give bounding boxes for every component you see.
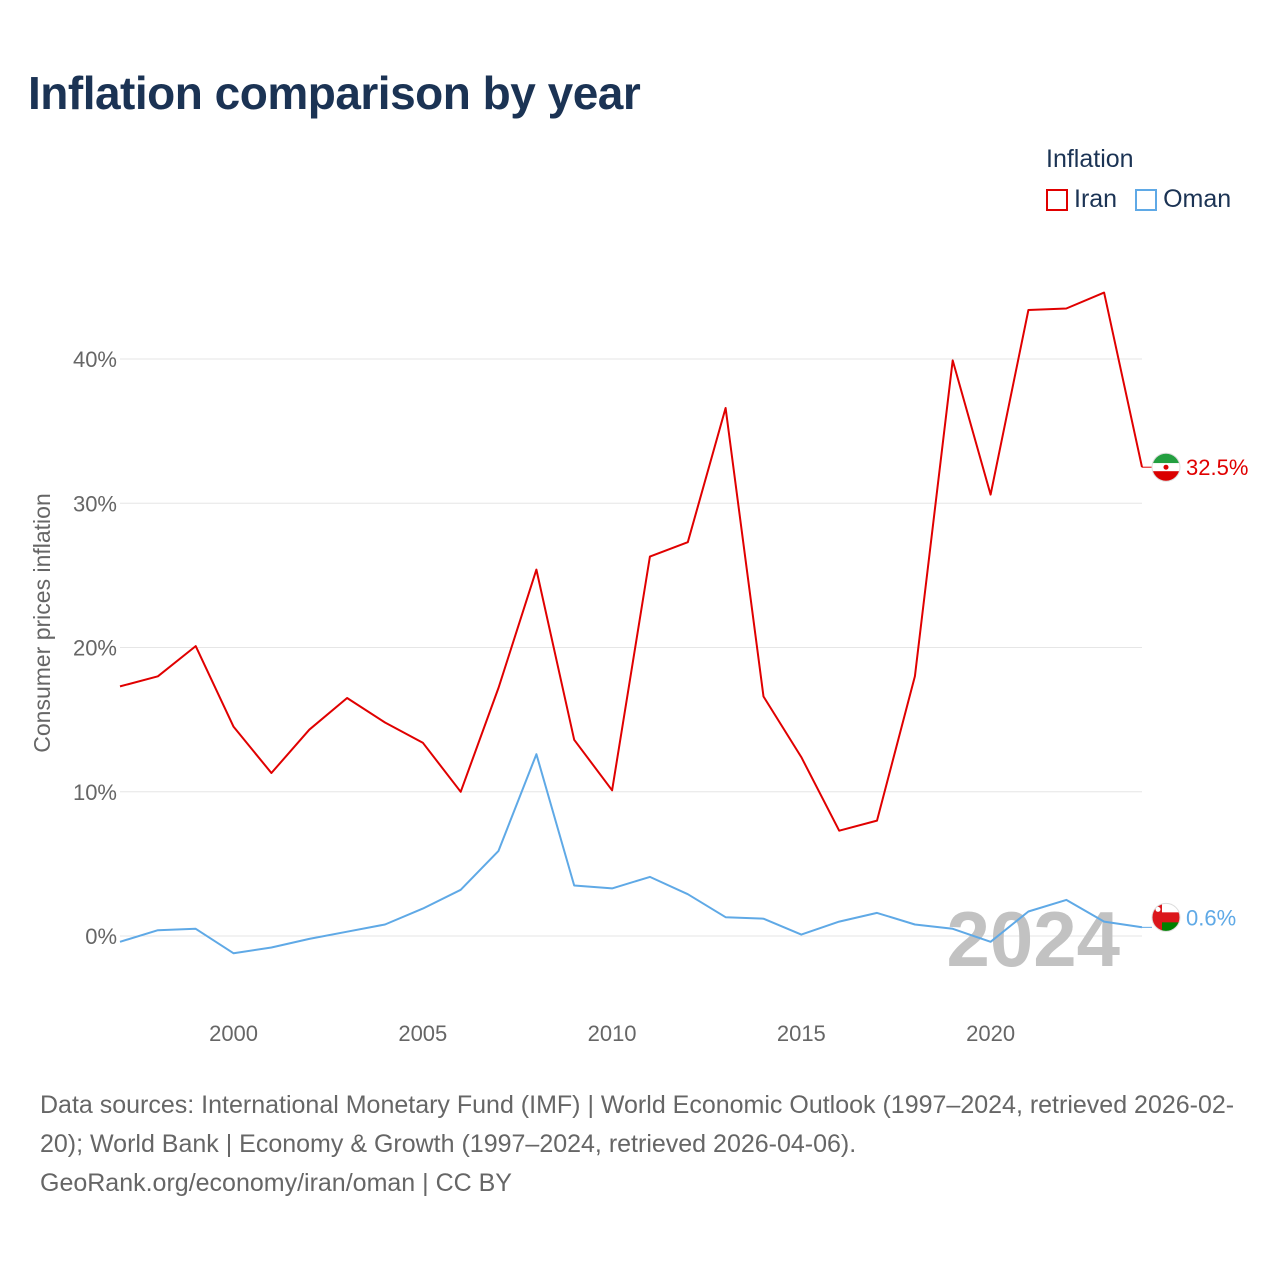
data-point-oman[interactable] bbox=[609, 885, 615, 891]
data-point-oman[interactable] bbox=[950, 926, 956, 932]
data-point-oman[interactable] bbox=[533, 751, 539, 757]
data-point-oman[interactable] bbox=[420, 906, 426, 912]
y-tick-label: 20% bbox=[73, 636, 117, 661]
data-point-iran[interactable] bbox=[950, 357, 956, 363]
data-point-oman[interactable] bbox=[155, 927, 161, 933]
y-tick-label: 10% bbox=[73, 780, 117, 805]
data-point-iran[interactable] bbox=[268, 770, 274, 776]
data-point-oman[interactable] bbox=[874, 910, 880, 916]
data-point-iran[interactable] bbox=[1063, 306, 1069, 312]
legend-swatch-oman bbox=[1135, 188, 1158, 211]
data-point-oman[interactable] bbox=[647, 874, 653, 880]
data-point-iran[interactable] bbox=[117, 683, 123, 689]
data-point-oman[interactable] bbox=[1101, 919, 1107, 925]
data-point-iran[interactable] bbox=[685, 539, 691, 545]
data-point-oman[interactable] bbox=[268, 945, 274, 951]
data-point-oman[interactable] bbox=[685, 891, 691, 897]
legend-swatch-iran bbox=[1046, 188, 1068, 211]
footer: Data sources: International Monetary Fun… bbox=[40, 1086, 1250, 1203]
y-tick-label: 30% bbox=[73, 491, 117, 516]
legend-label-iran: Iran bbox=[1074, 185, 1118, 213]
x-tick-label: 2010 bbox=[588, 1021, 637, 1046]
data-point-oman[interactable] bbox=[988, 939, 994, 945]
oman-flag-icon bbox=[1151, 902, 1181, 932]
data-point-oman[interactable] bbox=[496, 848, 502, 854]
data-point-iran[interactable] bbox=[1101, 290, 1107, 296]
legend-item-iran[interactable]: Iran bbox=[1046, 185, 1117, 214]
data-point-oman[interactable] bbox=[1025, 908, 1031, 914]
data-point-oman[interactable] bbox=[117, 939, 123, 945]
series-line-iran[interactable] bbox=[119, 291, 1143, 832]
legend: Iran Oman bbox=[1046, 185, 1231, 214]
data-point-oman[interactable] bbox=[798, 932, 804, 938]
legend-label-oman: Oman bbox=[1163, 185, 1232, 213]
end-value-label-iran: 32.5% bbox=[1186, 455, 1248, 480]
data-point-iran[interactable] bbox=[647, 554, 653, 560]
x-tick-label: 2020 bbox=[966, 1021, 1015, 1046]
data-point-iran[interactable] bbox=[912, 673, 918, 679]
x-tick-label: 2005 bbox=[398, 1021, 447, 1046]
x-tick-label: 2015 bbox=[777, 1021, 826, 1046]
y-axis-label: Consumer prices inflation bbox=[29, 493, 55, 753]
data-point-oman[interactable] bbox=[912, 921, 918, 927]
data-point-iran[interactable] bbox=[1025, 307, 1031, 313]
line-chart: 0% 10% 20% 30% 40% 2000 2005 2010 2015 2020 Consum… bbox=[29, 290, 1248, 1046]
data-point-oman[interactable] bbox=[231, 950, 237, 956]
legend-item-oman[interactable]: Oman bbox=[1135, 185, 1231, 214]
data-point-iran[interactable] bbox=[760, 694, 766, 700]
data-point-oman[interactable] bbox=[382, 921, 388, 927]
data-point-iran[interactable] bbox=[496, 685, 502, 691]
legend-title: Inflation bbox=[1046, 145, 1134, 173]
data-point-oman[interactable] bbox=[1063, 897, 1069, 903]
iran-flag-icon bbox=[1151, 452, 1181, 482]
year-watermark: 2024 bbox=[946, 895, 1120, 983]
y-tick-label: 40% bbox=[73, 347, 117, 372]
data-point-iran[interactable] bbox=[571, 737, 577, 743]
credit-link[interactable]: GeoRank.org/economy/iran/oman | CC BY bbox=[40, 1169, 512, 1197]
data-sources: Data sources: International Monetary Fun… bbox=[40, 1091, 1235, 1158]
data-point-oman[interactable] bbox=[193, 926, 199, 932]
data-point-oman[interactable] bbox=[723, 914, 729, 920]
data-point-oman[interactable] bbox=[836, 919, 842, 925]
data-point-oman[interactable] bbox=[306, 936, 312, 942]
data-point-oman[interactable] bbox=[760, 916, 766, 922]
chart-title: Inflation comparison by year bbox=[28, 67, 641, 119]
data-point-iran[interactable] bbox=[874, 818, 880, 824]
data-point-iran[interactable] bbox=[458, 789, 464, 795]
data-point-iran[interactable] bbox=[836, 828, 842, 834]
data-point-oman[interactable] bbox=[458, 887, 464, 893]
data-point-iran[interactable] bbox=[723, 405, 729, 411]
data-point-iran[interactable] bbox=[382, 720, 388, 726]
end-value-label-oman: 0.6% bbox=[1186, 905, 1236, 930]
data-point-iran[interactable] bbox=[155, 673, 161, 679]
data-point-iran[interactable] bbox=[231, 724, 237, 730]
data-point-oman[interactable] bbox=[344, 929, 350, 935]
x-tick-label: 2000 bbox=[209, 1021, 258, 1046]
data-point-iran[interactable] bbox=[798, 754, 804, 760]
data-point-iran[interactable] bbox=[609, 787, 615, 793]
data-point-iran[interactable] bbox=[420, 740, 426, 746]
series-line-oman[interactable] bbox=[119, 753, 1143, 955]
data-point-iran[interactable] bbox=[533, 567, 539, 573]
y-tick-label: 0% bbox=[85, 924, 117, 949]
data-point-oman[interactable] bbox=[571, 883, 577, 889]
data-point-iran[interactable] bbox=[306, 727, 312, 733]
data-point-iran[interactable] bbox=[193, 643, 199, 649]
data-point-iran[interactable] bbox=[344, 695, 350, 701]
data-point-iran[interactable] bbox=[988, 492, 994, 498]
